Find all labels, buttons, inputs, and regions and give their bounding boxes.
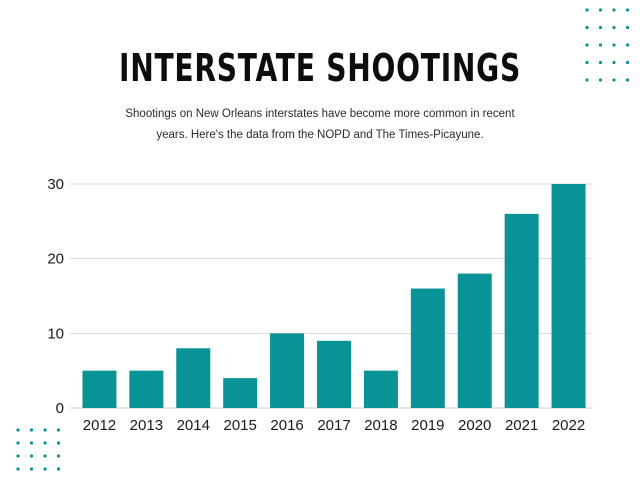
x-tick-label: 2013 [130, 417, 163, 434]
decorative-dot [16, 428, 20, 432]
decorative-dot [612, 43, 616, 47]
y-tick-label: 10 [47, 325, 64, 342]
decorative-dot [43, 454, 47, 458]
decorative-dot [56, 467, 61, 471]
x-tick-label: 2015 [223, 417, 256, 434]
x-tick-label: 2022 [552, 417, 585, 434]
decorative-dot [56, 441, 61, 445]
decorative-dot [585, 8, 589, 12]
decorative-dot [598, 60, 603, 65]
decorative-dot [625, 60, 630, 65]
bar-2013 [129, 370, 164, 408]
decorative-dot [612, 78, 616, 82]
decorative-dot [43, 428, 47, 432]
x-tick-label: 2016 [270, 417, 303, 434]
bar-2018 [363, 370, 398, 408]
bar-2022 [551, 184, 586, 408]
chart-title: INTERSTATE SHOOTINGS [119, 46, 521, 90]
bar-2021 [504, 213, 539, 408]
decorative-dot [16, 467, 20, 471]
y-tick-label: 0 [56, 400, 64, 417]
x-tick-label: 2019 [411, 417, 444, 434]
decorative-dot [29, 454, 34, 458]
x-axis-tick-labels: 2012 2013 2014 2015 2016 2017 2018 2019 2020 2021… [83, 417, 585, 434]
decorative-dots-bottom-left [16, 428, 61, 471]
bar-2019 [410, 288, 445, 408]
decorative-dot [29, 441, 34, 445]
decorative-dot [625, 43, 630, 47]
decorative-dot [625, 25, 630, 30]
y-axis-tick-labels: 0 10 20 30 [47, 176, 64, 417]
decorative-dot [612, 60, 616, 65]
decorative-dot [56, 454, 61, 458]
bar-2015 [223, 378, 258, 408]
bar-2016 [270, 333, 305, 408]
decorative-dot [625, 78, 630, 82]
x-tick-label: 2014 [177, 417, 210, 434]
decorative-dot [43, 467, 47, 471]
x-tick-label: 2021 [505, 417, 538, 434]
x-tick-label: 2020 [458, 417, 491, 434]
decorative-dot [612, 25, 616, 30]
chart-subtitle: Shootings on New Orleans interstates hav… [125, 108, 515, 141]
decorative-dot [585, 43, 589, 47]
decorative-dot [585, 78, 589, 82]
bar-2014 [176, 348, 211, 408]
decorative-dot [612, 8, 616, 12]
bar-2020 [457, 273, 492, 408]
x-tick-label: 2017 [317, 417, 350, 434]
decorative-dot [598, 8, 603, 12]
y-tick-label: 20 [47, 251, 64, 268]
decorative-dot [598, 43, 603, 47]
decorative-dot [585, 60, 589, 65]
decorative-dot [625, 8, 630, 12]
decorative-dot [16, 441, 20, 445]
decorative-dot [598, 78, 603, 82]
decorative-dot [56, 428, 61, 432]
decorative-dot [43, 441, 47, 445]
bar-2012 [82, 370, 117, 408]
x-tick-label: 2012 [83, 417, 116, 434]
bars [82, 184, 586, 408]
decorative-dot [29, 467, 34, 471]
bar-2017 [317, 340, 351, 408]
decorative-dots-top-right [585, 8, 630, 82]
decorative-dot [16, 454, 20, 458]
decorative-dot [598, 25, 603, 30]
decorative-dot [585, 25, 589, 30]
y-tick-label: 30 [47, 176, 64, 193]
decorative-dot [29, 428, 34, 432]
x-tick-label: 2018 [364, 417, 397, 434]
